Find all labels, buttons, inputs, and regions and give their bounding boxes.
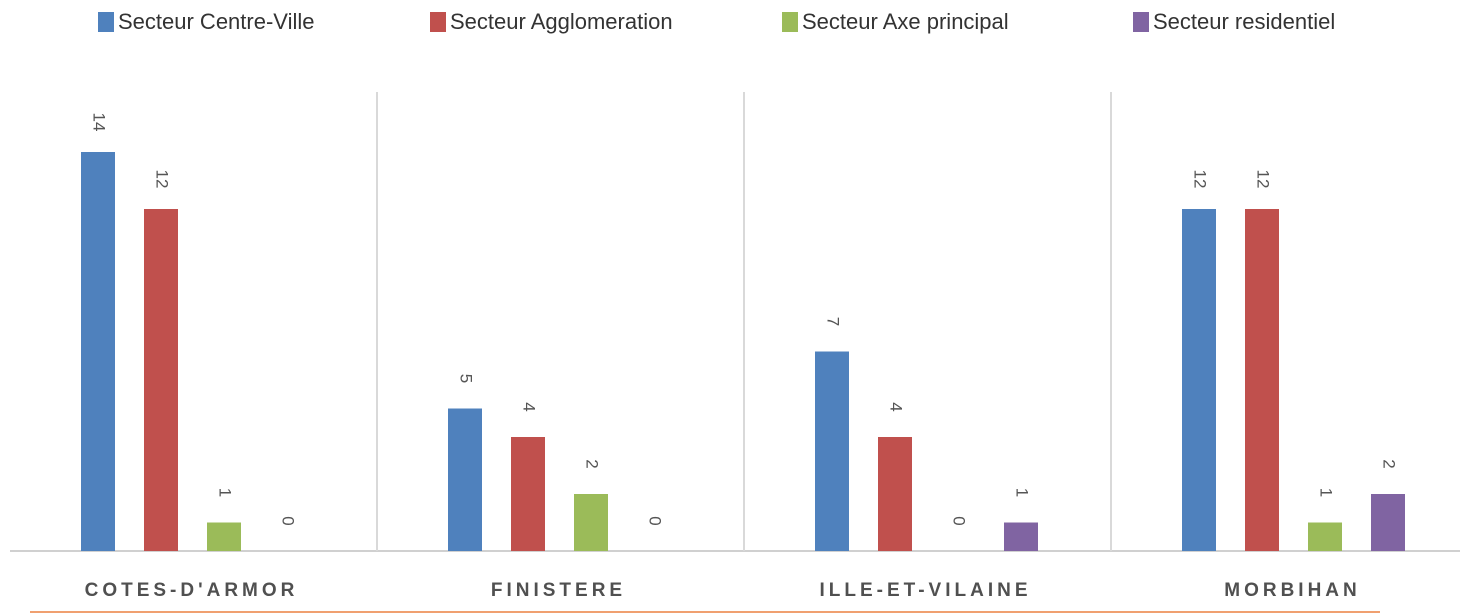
- bar: [1371, 494, 1405, 551]
- bar: [1182, 209, 1216, 551]
- legend-swatch: [430, 12, 446, 32]
- legend-swatch: [1133, 12, 1149, 32]
- data-label: 1: [1013, 488, 1032, 497]
- x-tick-label: FINISTERE: [491, 580, 626, 601]
- bar: [207, 522, 241, 551]
- x-tick-label: COTES-D'ARMOR: [85, 580, 299, 601]
- bar: [878, 437, 912, 551]
- bar: [1308, 522, 1342, 551]
- data-label: 2: [1380, 459, 1399, 468]
- x-tick-label: ILLE-ET-VILAINE: [820, 580, 1032, 601]
- legend-label: Secteur Centre-Ville: [118, 9, 314, 34]
- bar: [815, 351, 849, 551]
- bar: [144, 209, 178, 551]
- bar: [1004, 522, 1038, 551]
- bar: [511, 437, 545, 551]
- x-tick-label: MORBIHAN: [1224, 580, 1361, 601]
- legend-label: Secteur Agglomeration: [450, 9, 673, 34]
- data-label: 12: [1191, 170, 1210, 189]
- data-label: 14: [90, 113, 109, 132]
- data-label: 1: [216, 488, 235, 497]
- data-label: 12: [1254, 170, 1273, 189]
- data-label: 4: [520, 402, 539, 411]
- data-label: 0: [279, 516, 298, 525]
- bar: [1245, 209, 1279, 551]
- data-label: 1: [1317, 488, 1336, 497]
- bar: [81, 152, 115, 551]
- data-label: 5: [457, 374, 476, 383]
- legend-label: Secteur residentiel: [1153, 9, 1335, 34]
- data-label: 4: [887, 402, 906, 411]
- data-label: 0: [646, 516, 665, 525]
- legend-swatch: [782, 12, 798, 32]
- data-label: 2: [583, 459, 602, 468]
- data-label: 12: [153, 170, 172, 189]
- bar: [448, 408, 482, 551]
- legend-swatch: [98, 12, 114, 32]
- legend-label: Secteur Axe principal: [802, 9, 1009, 34]
- data-label: 7: [824, 317, 843, 326]
- data-label: 0: [950, 516, 969, 525]
- bar: [574, 494, 608, 551]
